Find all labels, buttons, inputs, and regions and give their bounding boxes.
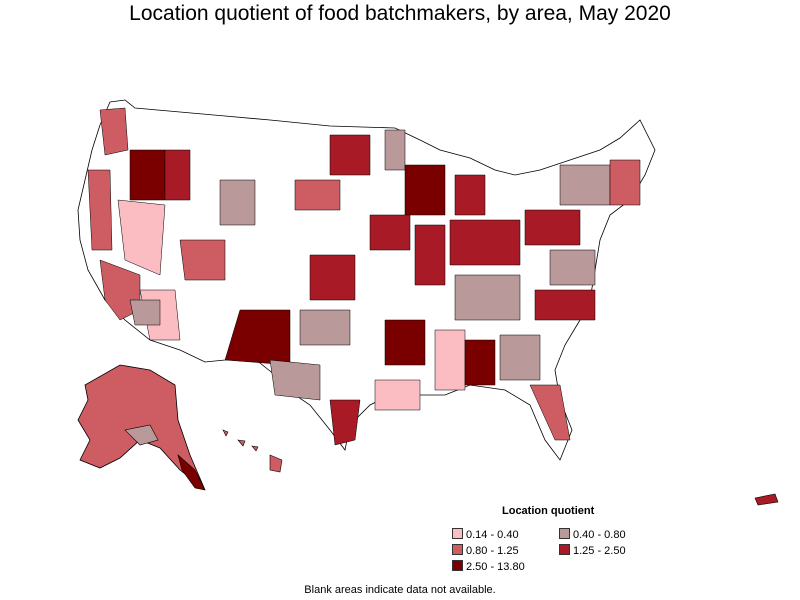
legend-label: 2.50 - 13.80 [466, 561, 525, 573]
area-new-york [559, 164, 611, 206]
area-idaho-east [164, 149, 191, 201]
legend-label: 0.80 - 1.25 [466, 545, 519, 557]
area-arkansas [384, 319, 426, 366]
area-north-dakota [329, 134, 371, 176]
area-indiana-ohio [449, 219, 521, 266]
area-washington-west [99, 107, 129, 156]
area-nevada [117, 199, 166, 276]
area-new-england [609, 159, 641, 206]
area-minnesota [384, 129, 406, 171]
legend-title: Location quotient [502, 505, 595, 517]
area-virginia [549, 249, 596, 286]
area-polygons [87, 107, 641, 446]
area-colorado [179, 239, 226, 281]
legend-swatch [452, 528, 463, 539]
area-florida [529, 384, 571, 441]
area-california-north [87, 169, 113, 251]
legend-item-2: 0.80 - 1.25 [452, 544, 519, 557]
area-texas-south [329, 399, 361, 446]
legend-item-1: 0.40 - 0.80 [559, 528, 626, 541]
legend-swatch [452, 560, 463, 571]
legend-label: 0.40 - 0.80 [573, 529, 626, 541]
footnote: Blank areas indicate data not available. [304, 584, 496, 596]
area-arizona-east [129, 299, 161, 326]
area-kansas [309, 254, 356, 301]
area-pennsylvania [524, 209, 581, 246]
area-mississippi [434, 329, 466, 391]
area-louisiana [374, 379, 421, 411]
area-oregon-central [129, 149, 166, 201]
area-alabama [464, 339, 496, 386]
hawaii-region [222, 429, 283, 473]
legend-item-0: 0.14 - 0.40 [452, 528, 519, 541]
area-nebraska [294, 179, 341, 211]
area-north-carolina [534, 289, 596, 321]
area-wisconsin [404, 164, 446, 216]
area-iowa [369, 214, 411, 251]
legend-swatch [559, 544, 570, 555]
area-wyoming-west [219, 179, 256, 226]
area-texas-west [269, 359, 321, 401]
area-oklahoma [299, 309, 351, 346]
puerto-rico-region [754, 493, 779, 506]
legend-label: 0.14 - 0.40 [466, 529, 519, 541]
area-georgia [499, 334, 541, 381]
legend-item-3: 1.25 - 2.50 [559, 544, 626, 557]
area-michigan [454, 174, 486, 216]
legend-item-4: 2.50 - 13.80 [452, 560, 525, 573]
alaska-southeast-area [177, 454, 206, 491]
legend-label: 1.25 - 2.50 [573, 545, 626, 557]
legend-swatch [452, 544, 463, 555]
legend-swatch [559, 528, 570, 539]
map-title: Location quotient of food batchmakers, b… [129, 2, 671, 25]
area-kentucky-tennessee [454, 274, 521, 321]
area-illinois [414, 224, 446, 286]
alaska-interior-area [124, 424, 159, 446]
area-california-south [99, 259, 141, 321]
